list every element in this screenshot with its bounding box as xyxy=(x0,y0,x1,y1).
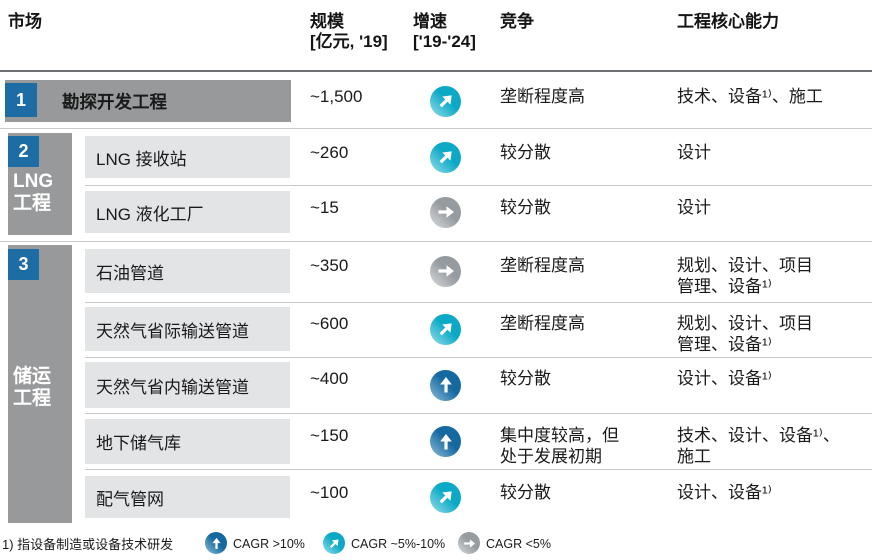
col-header-scale-title: 规模 xyxy=(310,12,344,31)
table-row: ~400 较分散 设计、设备¹⁾ xyxy=(300,362,872,408)
table-row: ~260 较分散 设计 xyxy=(300,136,872,178)
scale-value: ~350 xyxy=(310,256,349,275)
legend-label-cagr-high: CAGR >10% xyxy=(233,537,305,551)
col-header-capability: 工程核心能力 xyxy=(677,12,779,31)
row-divider xyxy=(0,241,872,242)
competition-value: 垄断程度高 xyxy=(500,314,585,333)
market-label-intraprovincial-gas-pipeline: 天然气省内输送管道 xyxy=(85,362,290,408)
cagr-up-right-icon xyxy=(430,313,461,345)
cagr-right-icon xyxy=(430,196,461,228)
cagr-up-icon xyxy=(430,426,461,457)
competition-value: 较分散 xyxy=(500,369,551,388)
col-header-growth-title: 增速 xyxy=(413,12,447,31)
row-divider xyxy=(0,128,872,129)
section-3-number-badge: 3 xyxy=(8,249,39,280)
capability-value: 设计、设备¹⁾ xyxy=(677,369,772,388)
table-row: ~15 较分散 设计 xyxy=(300,191,872,233)
col-header-market: 市场 xyxy=(8,12,42,31)
scale-value: ~1,500 xyxy=(310,87,363,106)
legend-label-cagr-mid: CAGR ~5%-10% xyxy=(351,537,446,551)
section-2-title: LNG 工程 xyxy=(13,171,54,215)
row-divider xyxy=(85,413,872,414)
row-divider xyxy=(85,357,872,358)
cagr-up-icon xyxy=(205,532,227,554)
market-label-lng-receiving-terminal: LNG 接收站 xyxy=(85,136,290,178)
section-1-number-badge: 1 xyxy=(5,83,37,117)
header-divider xyxy=(0,70,872,72)
legend-label-cagr-low: CAGR <5% xyxy=(486,537,551,551)
section-2-number-badge: 2 xyxy=(8,136,39,167)
capability-value: 设计 xyxy=(677,198,711,217)
cagr-up-icon xyxy=(430,369,461,401)
col-header-growth-unit: ['19-'24] xyxy=(413,32,476,52)
competition-value: 较分散 xyxy=(500,198,551,217)
row-divider xyxy=(85,302,872,303)
cagr-up-right-icon xyxy=(430,481,461,513)
capability-value: 设计、设备¹⁾ xyxy=(677,483,772,502)
section-3-title: 储运 工程 xyxy=(13,366,52,410)
cagr-up-right-icon xyxy=(323,532,345,554)
row-divider xyxy=(85,469,872,470)
competition-value: 集中度较高，但 处于发展初期 xyxy=(500,426,619,467)
col-header-scale: 规模 [亿元, '19] xyxy=(310,12,388,52)
scale-value: ~15 xyxy=(310,198,339,217)
competition-value: 较分散 xyxy=(500,143,551,162)
table-row: ~600 垄断程度高 规划、设计、项目 管理、设备¹⁾ xyxy=(300,307,872,354)
cagr-right-icon xyxy=(430,255,461,287)
competition-value: 较分散 xyxy=(500,483,551,502)
capability-value: 设计 xyxy=(677,143,711,162)
capability-value: 技术、设计、设备¹⁾、 施工 xyxy=(677,426,840,467)
table-row: ~100 较分散 设计、设备¹⁾ xyxy=(300,476,872,518)
section-3-block xyxy=(8,245,72,523)
capability-value: 技术、设备¹⁾、施工 xyxy=(677,87,823,106)
footnote: 1) 指设备制造或设备技术研发 xyxy=(2,537,174,552)
capability-value: 规划、设计、项目 管理、设备¹⁾ xyxy=(677,256,813,297)
market-label-gas-distribution-network: 配气管网 xyxy=(85,476,290,518)
col-header-scale-unit: [亿元, '19] xyxy=(310,32,388,52)
section-1-bar xyxy=(5,80,291,122)
competition-value: 垄断程度高 xyxy=(500,87,585,106)
market-label-underground-gas-storage: 地下储气库 xyxy=(85,419,290,464)
section-1-title: 勘探开发工程 xyxy=(62,91,167,112)
scale-value: ~150 xyxy=(310,426,349,445)
capability-value: 规划、设计、项目 管理、设备¹⁾ xyxy=(677,314,813,355)
scale-value: ~600 xyxy=(310,314,349,333)
scale-value: ~400 xyxy=(310,369,349,388)
cagr-up-right-icon xyxy=(430,85,461,117)
table-row: ~150 集中度较高，但 处于发展初期 技术、设计、设备¹⁾、 施工 xyxy=(300,419,872,467)
market-label-interprovincial-gas-pipeline: 天然气省际输送管道 xyxy=(85,307,290,351)
market-label-oil-pipeline: 石油管道 xyxy=(85,249,290,293)
cagr-up-right-icon xyxy=(430,141,461,173)
competition-value: 垄断程度高 xyxy=(500,256,585,275)
scale-value: ~260 xyxy=(310,143,349,162)
row-divider xyxy=(85,185,872,186)
table-row: ~1,500 垄断程度高 技术、设备¹⁾、施工 xyxy=(300,80,872,122)
col-header-competition: 竞争 xyxy=(500,12,534,31)
cagr-right-icon xyxy=(458,532,480,554)
scale-value: ~100 xyxy=(310,483,349,502)
col-header-growth: 增速 ['19-'24] xyxy=(413,12,476,52)
market-label-lng-liquefaction-plant: LNG 液化工厂 xyxy=(85,191,290,233)
table-row: ~350 垄断程度高 规划、设计、项目 管理、设备¹⁾ xyxy=(300,249,872,296)
